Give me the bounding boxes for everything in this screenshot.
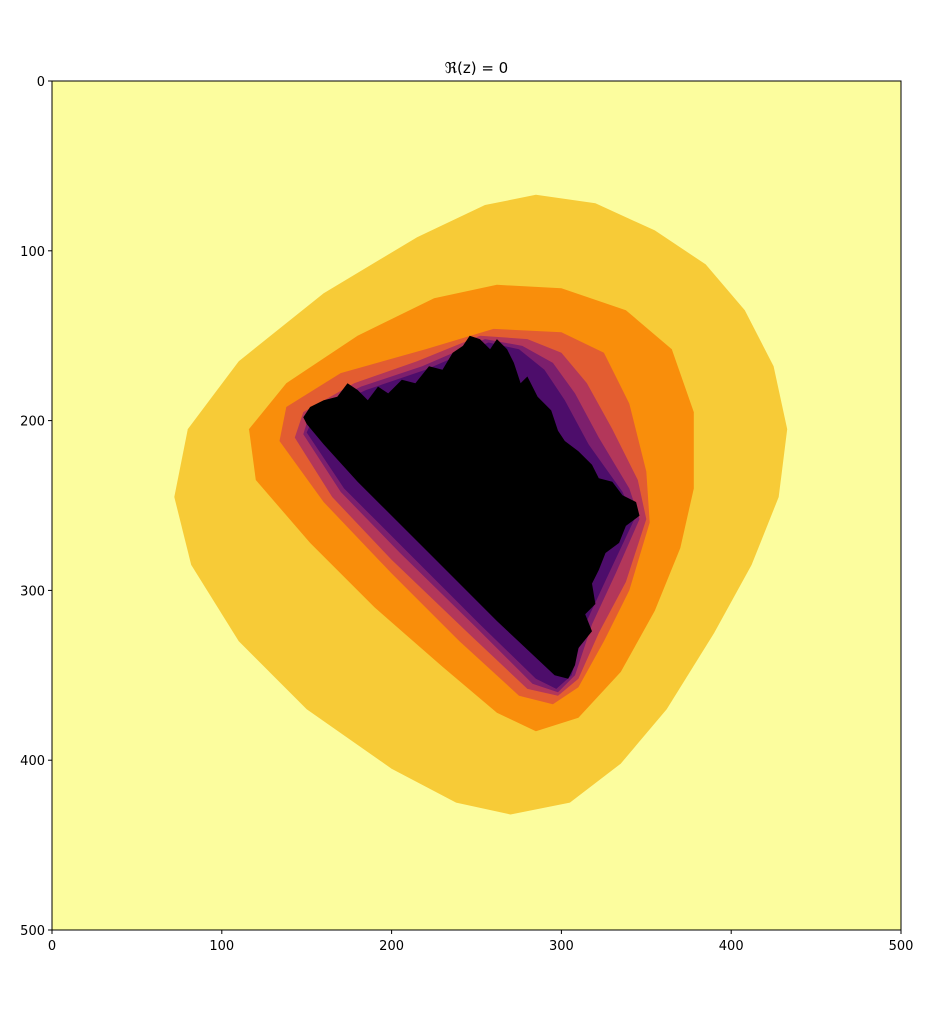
plot-frame (51, 80, 902, 931)
y-tick-label: 100 (20, 245, 45, 260)
y-axis: 0 100 200 300 400 500 (20, 75, 52, 939)
y-tick-label: 0 (37, 75, 45, 90)
x-tick-label: 100 (209, 939, 234, 954)
x-axis: 0 100 200 300 400 500 (48, 930, 914, 954)
x-tick-label: 300 (549, 939, 574, 954)
y-tick-label: 200 (20, 415, 45, 430)
y-tick-label: 500 (20, 924, 45, 939)
x-tick-label: 400 (719, 939, 744, 954)
x-tick-label: 500 (889, 939, 914, 954)
heatmap-region-interior (303, 335, 640, 679)
plot-area (52, 81, 901, 930)
y-tick-label: 400 (20, 754, 45, 769)
x-tick-label: 200 (379, 939, 404, 954)
chart-title: ℜ(z) = 0 (445, 59, 508, 77)
x-tick-label: 0 (48, 939, 56, 954)
y-tick-label: 300 (20, 584, 45, 599)
